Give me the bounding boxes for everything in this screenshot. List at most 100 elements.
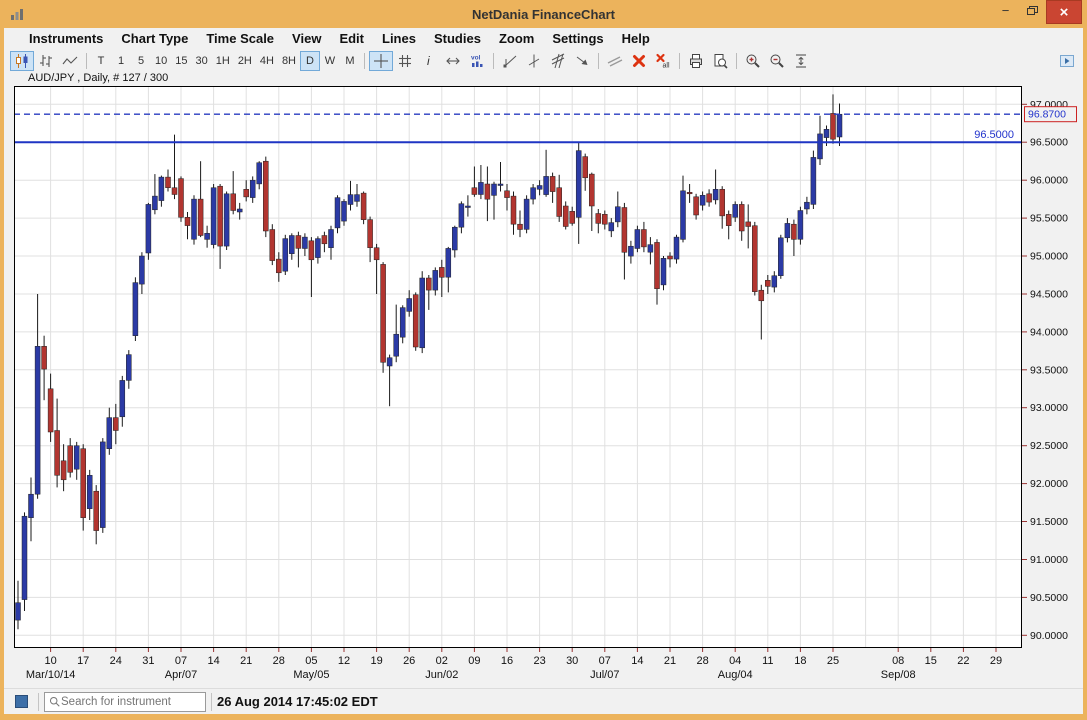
- toolbar-interval-15-button[interactable]: 15: [175, 55, 188, 67]
- toolbar-print-preview-button[interactable]: [708, 51, 732, 71]
- toolbar-interval-4h-button[interactable]: 4H: [259, 55, 274, 67]
- toolbar-volume-button[interactable]: vol: [465, 51, 489, 71]
- toolbar-interval-m-button[interactable]: M: [345, 55, 355, 67]
- svg-text:Aug/04: Aug/04: [718, 669, 753, 681]
- separator: [38, 692, 39, 711]
- toolbar-print-button[interactable]: [684, 51, 708, 71]
- menu-edit[interactable]: Edit: [339, 31, 364, 46]
- toolbar-parallel-lines-button[interactable]: [603, 51, 627, 71]
- svg-text:21: 21: [664, 655, 676, 667]
- svg-text:30: 30: [566, 655, 578, 667]
- svg-text:92.0000: 92.0000: [1030, 478, 1068, 490]
- print-icon: [690, 54, 702, 68]
- channel-icon: [551, 53, 565, 69]
- menu-view[interactable]: View: [292, 31, 322, 46]
- svg-text:96.0000: 96.0000: [1030, 175, 1068, 187]
- search-icon: [49, 696, 60, 707]
- svg-text:92.5000: 92.5000: [1030, 440, 1068, 452]
- toolbar-line-chart-button[interactable]: [58, 51, 82, 71]
- last-price-badge: 96.8700: [1024, 106, 1077, 123]
- toolbar-h-scroll-button[interactable]: [441, 51, 465, 71]
- titlebar[interactable]: NetDania FinanceChart − ×: [0, 0, 1087, 28]
- toolbar-zoom-in-button[interactable]: [741, 51, 765, 71]
- plot-border: [14, 86, 1022, 648]
- toolbar-separator: [679, 53, 680, 69]
- ohlc-bars-icon: [40, 55, 52, 67]
- zoom-out-icon: [770, 54, 784, 68]
- toolbar-grid-button[interactable]: [393, 51, 417, 71]
- toolbar-panel-toggle-button[interactable]: [1055, 51, 1079, 71]
- toolbar-candlestick-button[interactable]: [10, 51, 34, 71]
- svg-text:07: 07: [599, 655, 611, 667]
- menu-chart-type[interactable]: Chart Type: [121, 31, 189, 46]
- chart-svg[interactable]: 96.5000 90.0000 90.5000 91.0000 91.5000 92.00…: [14, 86, 1078, 688]
- toolbar-crosshair-button[interactable]: [369, 51, 393, 71]
- toolbar-interval-t-button[interactable]: T: [97, 55, 105, 67]
- toolbar-interval-30-button[interactable]: 30: [195, 55, 208, 67]
- panel-toggle-icon: [1060, 55, 1074, 67]
- toolbar-interval-d-button[interactable]: D: [300, 51, 320, 71]
- svg-text:09: 09: [468, 655, 480, 667]
- instrument-search-box[interactable]: [44, 691, 206, 712]
- toolbar-interval-1-button[interactable]: 1: [117, 55, 125, 67]
- close-button[interactable]: ×: [1046, 0, 1082, 24]
- toolbar-fit-vertical-button[interactable]: [789, 51, 813, 71]
- toolbar-interval-5-button[interactable]: 5: [137, 55, 145, 67]
- price-axis[interactable]: 90.0000 90.5000 91.0000 91.5000 92.0000 92.50…: [1022, 99, 1077, 642]
- menu-help[interactable]: Help: [621, 31, 650, 46]
- toolbar-interval-10-button[interactable]: 10: [155, 55, 168, 67]
- toolbar-interval-w-button[interactable]: W: [324, 55, 336, 67]
- grid-icon: [399, 55, 411, 67]
- candlestick-chart[interactable]: 96.5000 90.0000 90.5000 91.0000 91.5000 92.00…: [14, 86, 1078, 688]
- svg-text:93.0000: 93.0000: [1030, 402, 1068, 414]
- candles-layer: [15, 94, 843, 630]
- menubar: Instruments Chart Type Time Scale View Edit L…: [4, 28, 1083, 50]
- toolbar-interval-8h-button[interactable]: 8H: [281, 55, 296, 67]
- svg-text:19: 19: [370, 655, 382, 667]
- window-content: Instruments Chart Type Time Scale View Edit L…: [4, 28, 1083, 714]
- toolbar-vline-tool-button[interactable]: [522, 51, 546, 71]
- toolbar-delete-all-button[interactable]: all: [651, 51, 675, 71]
- menu-studies[interactable]: Studies: [433, 31, 481, 46]
- svg-text:08: 08: [892, 655, 904, 667]
- info-icon: i: [427, 54, 430, 68]
- svg-text:Sep/08: Sep/08: [881, 669, 916, 681]
- svg-text:Mar/10/14: Mar/10/14: [26, 669, 76, 681]
- restore-button[interactable]: [1019, 0, 1046, 21]
- search-input[interactable]: [61, 695, 191, 708]
- svg-text:10: 10: [44, 655, 56, 667]
- minimize-button[interactable]: −: [1001, 3, 1010, 18]
- svg-text:16: 16: [501, 655, 513, 667]
- toolbar-channel-button[interactable]: [546, 51, 570, 71]
- menu-settings[interactable]: Settings: [552, 31, 604, 46]
- svg-text:21: 21: [240, 655, 252, 667]
- statusbar: 26 Aug 2014 17:45:02 EDT: [4, 688, 1083, 714]
- toolbar-ohlc-bars-button[interactable]: [34, 51, 58, 71]
- horizontal-level-line[interactable]: 96.5000: [14, 129, 1022, 144]
- h-scroll-icon: [446, 57, 460, 65]
- svg-text:02: 02: [436, 655, 448, 667]
- svg-text:Jun/02: Jun/02: [425, 669, 458, 681]
- menu-zoom[interactable]: Zoom: [498, 31, 535, 46]
- toolbar-interval-1h-button[interactable]: 1H: [215, 55, 230, 67]
- toolbar-arrow-tool-button[interactable]: [570, 51, 594, 71]
- separator: [211, 692, 212, 711]
- status-timestamp: 26 Aug 2014 17:45:02 EDT: [217, 694, 378, 709]
- toolbar-info-button[interactable]: i: [417, 51, 441, 71]
- menu-lines[interactable]: Lines: [382, 31, 416, 46]
- window-title: NetDania FinanceChart: [471, 6, 616, 22]
- menu-time-scale[interactable]: Time Scale: [206, 31, 275, 46]
- toolbar-zoom-out-button[interactable]: [765, 51, 789, 71]
- time-axis[interactable]: 10 17 24 31 07 14 21 28 05 12 19 26 02 09 16 23 30 07 14 21…: [26, 648, 1002, 681]
- toolbar-delete-button[interactable]: [627, 51, 651, 71]
- svg-text:i: i: [427, 54, 430, 68]
- arrow-tool-icon: [576, 56, 588, 65]
- level-line-label: 96.5000: [974, 129, 1014, 141]
- toolbar-trendline-button[interactable]: [498, 51, 522, 71]
- svg-text:11: 11: [762, 655, 773, 667]
- toolbar-separator: [736, 53, 737, 69]
- restore-icon: [1027, 5, 1038, 15]
- toolbar-interval-2h-button[interactable]: 2H: [237, 55, 252, 67]
- menu-instruments[interactable]: Instruments: [29, 31, 104, 46]
